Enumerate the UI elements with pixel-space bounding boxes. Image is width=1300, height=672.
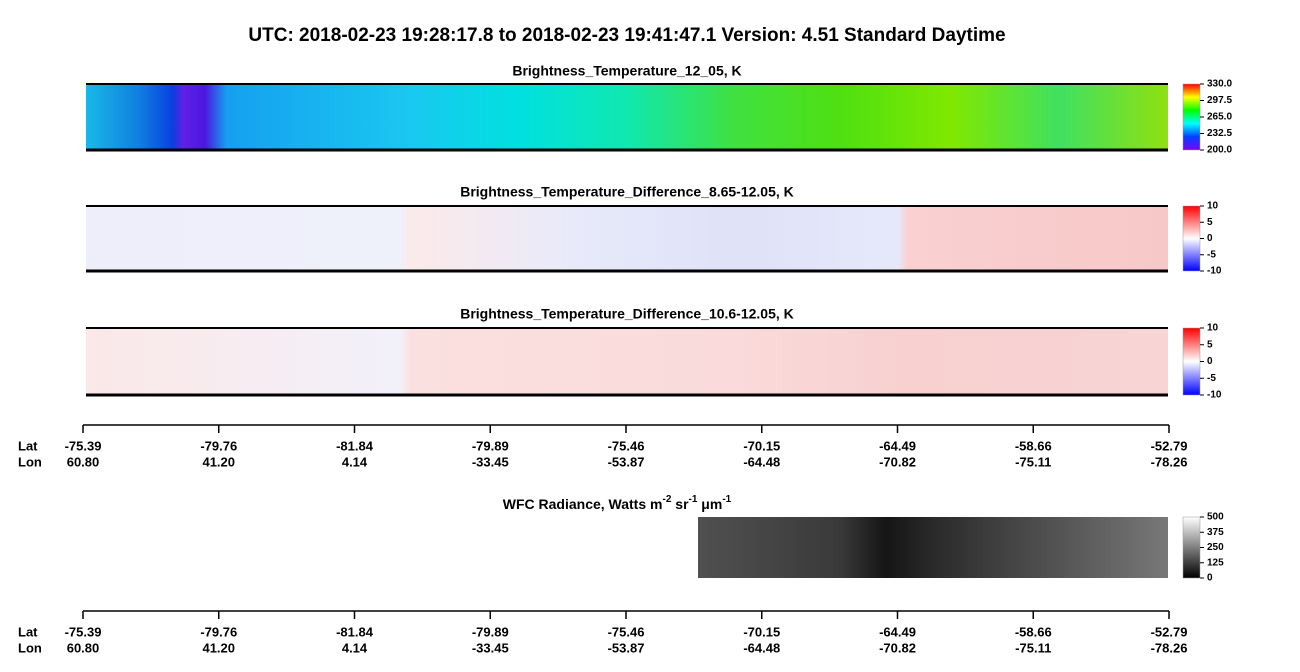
axis-label: -79.89 [472, 624, 509, 639]
colorbar-tick-label: 200.0 [1207, 145, 1232, 156]
axis-label: -58.66 [1015, 438, 1052, 453]
colorbar-tick-label: 375 [1207, 527, 1224, 538]
axis-row-name: Lat [18, 624, 38, 639]
axis-row-name: Lon [18, 640, 42, 655]
colorbar-tick-label: 10 [1207, 201, 1219, 212]
colorbar-tick-label: 232.5 [1207, 128, 1232, 139]
colorbar-tick-label: 250 [1207, 542, 1224, 553]
axis-label: -75.11 [1015, 454, 1051, 469]
axis-label: -75.39 [65, 624, 102, 639]
title-part: -1 [689, 494, 698, 505]
axis-label: 41.20 [202, 454, 235, 469]
axis-label: -79.76 [200, 438, 237, 453]
axis-label: -64.48 [743, 454, 780, 469]
axis-label: -75.39 [65, 438, 102, 453]
colorbar-tick-label: -10 [1207, 266, 1222, 277]
axis-label: 4.14 [342, 454, 368, 469]
colorbar-tick-label: 0 [1207, 356, 1213, 367]
panel-title: WFC Radiance, Watts m-2 sr-1 μm-1 [503, 494, 732, 512]
colorbar-tick-label: 500 [1207, 512, 1224, 523]
axis-label: 60.80 [67, 640, 100, 655]
colorbar-tick-label: 10 [1207, 323, 1219, 334]
colorbar-tick-label: 297.5 [1207, 95, 1232, 106]
axis-label: -81.84 [336, 438, 374, 453]
axis-row-name: Lon [18, 454, 42, 469]
axis-label: -78.26 [1151, 454, 1188, 469]
axis-label: -52.79 [1151, 438, 1188, 453]
colorbar-tick-label: -5 [1207, 249, 1216, 260]
colorbar-tick-label: 265.0 [1207, 112, 1232, 123]
axis-label: -79.76 [200, 624, 237, 639]
axis-label: 41.20 [202, 640, 235, 655]
colorbar [1182, 516, 1201, 579]
axis-label: -33.45 [472, 454, 509, 469]
colorbar-tick-label: 0 [1207, 233, 1213, 244]
colorbar-tick-label: 5 [1207, 217, 1213, 228]
colorbar [1182, 205, 1201, 272]
colorbar [1182, 83, 1201, 151]
heatmap-image [698, 517, 1168, 578]
axis-label: -70.15 [743, 624, 780, 639]
colorbar-tick-label: -5 [1207, 373, 1216, 384]
axis-label: -75.46 [608, 624, 645, 639]
panel-title: Brightness_Temperature_Difference_8.65-1… [460, 184, 794, 200]
colorbar [1182, 327, 1201, 396]
axis-label: -52.79 [1151, 624, 1188, 639]
colorbar-tick-label: 5 [1207, 339, 1213, 350]
axis-row-name: Lat [18, 438, 38, 453]
axis-label: -75.11 [1015, 640, 1051, 655]
axis-label: -53.87 [608, 640, 645, 655]
axis-label: -78.26 [1151, 640, 1188, 655]
title-part: μm [697, 496, 722, 512]
axis-label: -64.49 [879, 438, 916, 453]
axis-label: -33.45 [472, 640, 509, 655]
colorbar-tick-label: -10 [1207, 390, 1222, 401]
axis-label: -70.82 [879, 640, 916, 655]
colorbar-tick-label: 0 [1207, 573, 1213, 584]
axis-label: 4.14 [342, 640, 368, 655]
axis-label: -64.49 [879, 624, 916, 639]
colorbar-tick-label: 125 [1207, 557, 1224, 568]
axis-label: -58.66 [1015, 624, 1052, 639]
title-part: -2 [662, 494, 671, 505]
title-part: sr [671, 496, 689, 512]
heatmap-image [86, 328, 1168, 395]
axis-label: -70.15 [743, 438, 780, 453]
axis-label: -53.87 [608, 454, 645, 469]
axis-label: -64.48 [743, 640, 780, 655]
title-part: WFC Radiance, Watts m [503, 496, 663, 512]
axis-label: -79.89 [472, 438, 509, 453]
axis-label: -70.82 [879, 454, 916, 469]
heatmap-image [86, 206, 1168, 271]
axis-label: -75.46 [608, 438, 645, 453]
axis-label: 60.80 [67, 454, 100, 469]
panel-title: Brightness_Temperature_Difference_10.6-1… [460, 306, 794, 322]
panel-title: Brightness_Temperature_12_05, K [512, 63, 741, 79]
title-part: -1 [722, 494, 731, 505]
page-title: UTC: 2018-02-23 19:28:17.8 to 2018-02-23… [248, 25, 1005, 46]
colorbar-tick-label: 330.0 [1207, 79, 1232, 90]
heatmap-image [86, 84, 1168, 150]
axis-label: -81.84 [336, 624, 374, 639]
